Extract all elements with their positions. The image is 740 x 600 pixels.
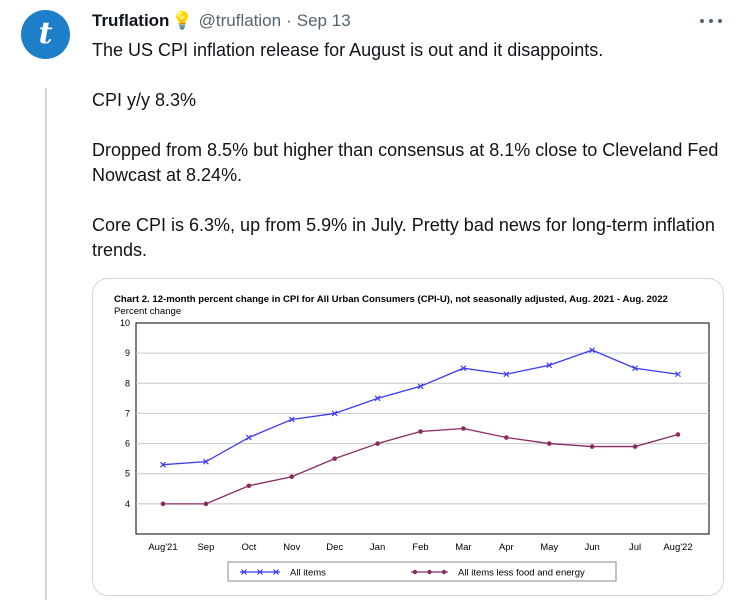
data-point [461, 426, 466, 431]
data-point [288, 416, 295, 423]
cpi-chart: Chart 2. 12-month percent change in CPI … [114, 294, 710, 582]
legend-marker [441, 569, 447, 575]
data-point [160, 501, 166, 507]
y-tick-label: 4 [125, 499, 130, 509]
author-handle[interactable]: @truflation [198, 11, 282, 30]
more-dot [709, 19, 713, 23]
data-point [632, 365, 639, 372]
data-point [160, 461, 166, 468]
data-point [675, 371, 681, 378]
data-point [245, 434, 252, 441]
data-point [331, 410, 338, 417]
y-tick-label: 8 [125, 378, 130, 388]
data-point [504, 435, 509, 440]
more-dot [718, 19, 722, 23]
x-tick-label: Nov [283, 542, 300, 553]
data-point [417, 383, 424, 390]
x-tick-label: Sep [197, 542, 214, 553]
legend-marker [257, 569, 263, 575]
x-tick-label: Jul [629, 542, 641, 553]
avatar-letter: t [38, 15, 53, 51]
x-tick-label: Dec [326, 542, 343, 553]
data-point [589, 444, 595, 449]
tweet-paragraph: Dropped from 8.5% but higher than consen… [92, 140, 719, 185]
avatar[interactable]: t [21, 10, 70, 59]
series-line [163, 427, 679, 505]
legend-marker [427, 569, 432, 575]
data-point [675, 432, 681, 437]
separator-dot: · [286, 11, 292, 30]
data-point [546, 441, 552, 446]
data-point [375, 441, 380, 446]
data-point [289, 474, 295, 480]
y-tick-label: 10 [120, 318, 130, 328]
series-lines [160, 347, 681, 507]
tweet-text: The US CPI inflation release for August … [92, 38, 722, 288]
x-tick-label: Aug'22 [663, 542, 692, 553]
data-point [589, 347, 596, 354]
x-tick-label: Jun [585, 542, 600, 553]
tweet-date[interactable]: Sep 13 [296, 11, 351, 30]
chart-ylabel: Percent change [114, 306, 181, 317]
x-tick-label: Mar [455, 542, 471, 553]
x-tick-label: Feb [412, 542, 428, 553]
plot-frame [135, 322, 710, 535]
y-tick-label: 6 [125, 439, 130, 449]
y-tick-label: 7 [125, 408, 130, 418]
x-tick-label: May [540, 542, 558, 553]
tweet-paragraph: The US CPI inflation release for August … [92, 40, 604, 60]
data-point [202, 458, 209, 465]
data-point [632, 444, 638, 449]
data-point [460, 365, 467, 372]
data-point [503, 371, 510, 378]
legend-box [227, 561, 617, 582]
x-tick-label: Apr [499, 542, 514, 553]
legend-label: All items less food and energy [458, 568, 585, 579]
x-tick-label: Jan [370, 542, 385, 553]
gridlines [136, 352, 709, 505]
tweet-header: Truflation 💡 @truflation · Sep 13 [92, 10, 351, 32]
y-tick-labels: 4 5 6 7 8 9 10 [120, 318, 130, 509]
data-point [374, 395, 381, 402]
series-line [162, 349, 679, 466]
chart-image-card[interactable]: Chart 2. 12-month percent change in CPI … [92, 278, 724, 596]
more-dot [700, 19, 704, 23]
tweet-paragraph: CPI y/y 8.3% [92, 90, 197, 110]
legend-marker [412, 569, 418, 575]
legend-marker [241, 569, 247, 575]
data-point [418, 429, 423, 434]
chart-title: Chart 2. 12-month percent change in CPI … [114, 294, 668, 305]
y-tick-label: 9 [125, 348, 130, 358]
legend-marker [273, 569, 279, 575]
legend-label: All items [290, 568, 326, 579]
x-tick-label: Aug'21 [148, 542, 177, 553]
more-horizontal-icon[interactable] [700, 12, 722, 30]
lightbulb-emoji: 💡 [171, 11, 193, 30]
data-point [332, 456, 337, 461]
data-point [203, 501, 209, 507]
x-tick-label: Oct [241, 542, 256, 553]
data-point [546, 362, 553, 369]
author-name[interactable]: Truflation [92, 11, 170, 30]
legend: All items All items less food and energy [240, 568, 585, 579]
tweet-paragraph: Core CPI is 6.3%, up from 5.9% in July. … [92, 215, 715, 260]
x-tick-labels: Aug'21 Sep Oct Nov Dec Jan Feb Mar Apr May Jun Jul A… [148, 542, 692, 553]
thread-line [45, 88, 47, 600]
y-tick-label: 5 [125, 469, 130, 479]
data-point [246, 483, 252, 489]
